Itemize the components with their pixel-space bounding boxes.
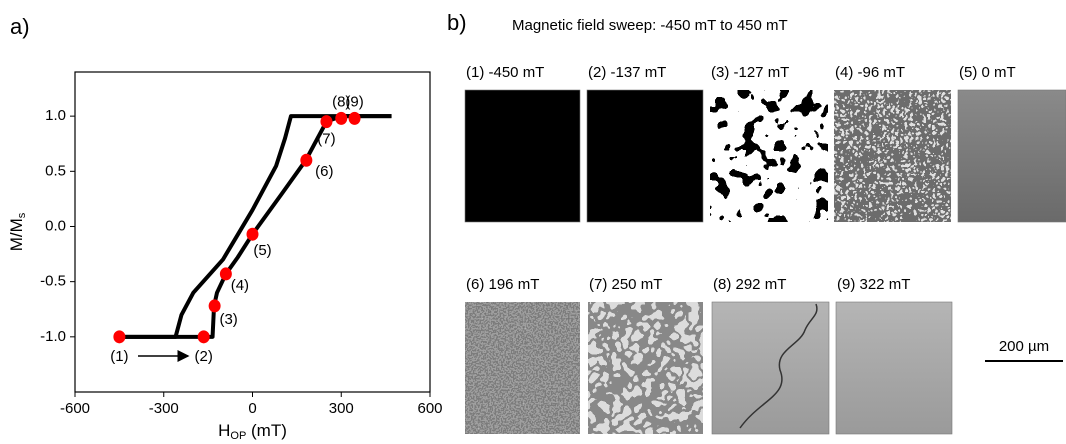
- domain-image: [464, 89, 581, 223]
- domain-image: [587, 301, 704, 435]
- domain-image: [833, 89, 952, 223]
- data-point: [320, 115, 333, 129]
- data-point: [335, 111, 348, 125]
- image-caption: (6) 196 mT: [466, 276, 539, 293]
- point-label: (9): [345, 93, 363, 110]
- data-point: [300, 153, 313, 167]
- panel-title: Magnetic field sweep: -450 mT to 450 mT: [512, 17, 788, 34]
- y-tick-label: 0.0: [45, 217, 66, 234]
- point-label: (6): [315, 163, 333, 180]
- domain-image: [835, 301, 953, 435]
- data-point: [208, 299, 221, 313]
- y-tick-label: -0.5: [40, 273, 66, 290]
- x-tick-label: 600: [417, 400, 442, 417]
- domain-image: [957, 89, 1066, 223]
- domain-image: [586, 89, 704, 223]
- data-point: [246, 227, 259, 241]
- data-point: [113, 330, 126, 344]
- loop-branch: [119, 114, 392, 339]
- x-tick-label: 0: [248, 400, 256, 417]
- domain-image: [711, 301, 830, 435]
- panel-label: a): [10, 14, 30, 39]
- point-label: (4): [231, 277, 249, 294]
- image-caption: (4) -96 mT: [835, 64, 905, 81]
- panel-label: b): [447, 10, 467, 35]
- x-axis-label-part: OP: [230, 430, 246, 442]
- x-tick-label: -600: [60, 400, 90, 417]
- image-caption: (8) 292 mT: [713, 276, 786, 293]
- scale-bar-label: 200 µm: [999, 338, 1049, 355]
- y-tick-label: 0.5: [45, 162, 66, 179]
- point-label: (5): [253, 242, 271, 259]
- image-caption: (7) 250 mT: [589, 276, 662, 293]
- point-label: (8): [332, 93, 350, 110]
- image-caption: (2) -137 mT: [588, 64, 666, 81]
- x-axis-label: HOP (mT): [218, 421, 287, 441]
- domain-image: [464, 301, 581, 435]
- image-caption: (1) -450 mT: [466, 64, 544, 81]
- domain-wall: [739, 303, 818, 429]
- point-label: (1): [110, 348, 128, 365]
- y-tick-label: 1.0: [45, 107, 66, 124]
- image-caption: (3) -127 mT: [711, 64, 789, 81]
- data-point: [197, 330, 210, 344]
- loop-branch: [119, 114, 392, 339]
- x-axis-label-part: H: [218, 421, 230, 440]
- domain-image: [709, 89, 829, 223]
- data-point: [219, 267, 232, 281]
- y-axis-label-part: s: [16, 212, 28, 218]
- x-tick-label: 300: [329, 400, 354, 417]
- y-axis-label: M/Ms: [7, 212, 27, 251]
- image-caption: (5) 0 mT: [959, 64, 1016, 81]
- x-tick-label: -300: [149, 400, 179, 417]
- data-point: [348, 111, 361, 125]
- point-label: (2): [195, 348, 213, 365]
- point-label: (7): [317, 131, 335, 148]
- image-caption: (9) 322 mT: [837, 276, 910, 293]
- y-tick-label: -1.0: [40, 328, 66, 345]
- point-label: (3): [219, 311, 237, 328]
- x-axis-label-part: (mT): [246, 421, 287, 440]
- y-axis-label-part: M/M: [7, 218, 26, 251]
